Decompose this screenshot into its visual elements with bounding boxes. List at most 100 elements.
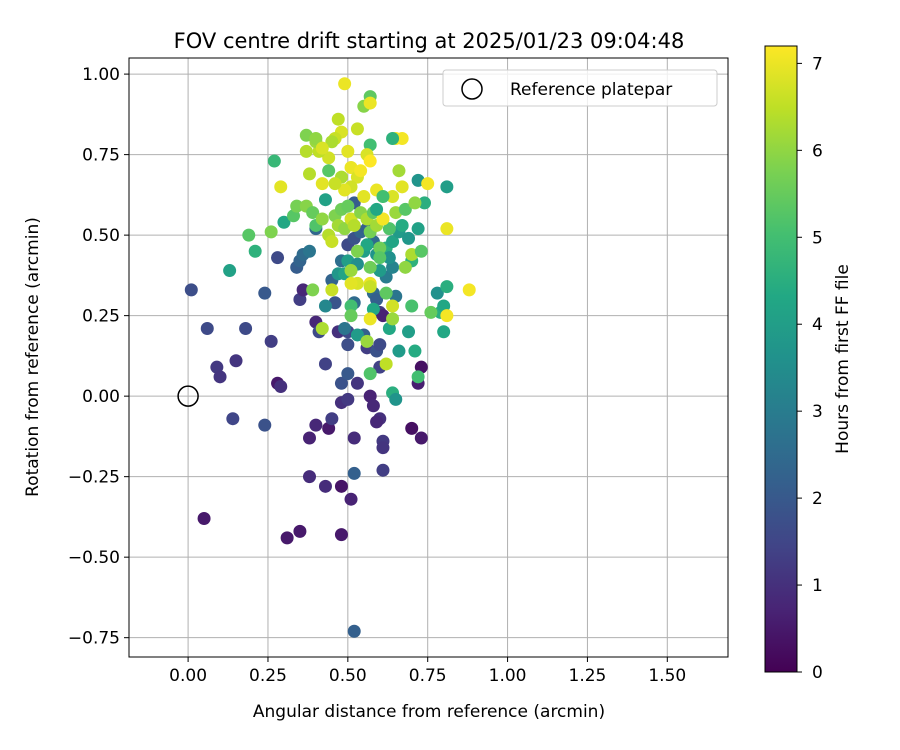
legend-marker	[461, 78, 483, 100]
data-point	[402, 325, 416, 339]
data-point	[395, 218, 409, 232]
data-point	[200, 322, 214, 336]
data-point	[331, 112, 345, 126]
plot-area-frame	[128, 57, 729, 658]
data-point	[405, 299, 419, 313]
data-point	[197, 512, 211, 526]
data-point	[325, 135, 339, 149]
data-point	[322, 164, 336, 178]
data-point	[309, 418, 323, 432]
data-point	[363, 154, 377, 168]
data-point	[318, 193, 332, 207]
data-point	[325, 283, 339, 297]
y-tick-label: −0.25	[68, 468, 120, 488]
data-point	[418, 196, 432, 210]
data-point	[334, 479, 348, 493]
data-point	[223, 264, 237, 278]
y-tick-label: −0.75	[68, 629, 120, 649]
data-point	[363, 96, 377, 110]
data-point	[366, 399, 380, 413]
data-point	[315, 141, 329, 155]
colorbar-tick-label: 4	[812, 315, 823, 335]
data-point	[373, 251, 387, 265]
data-point	[184, 283, 198, 297]
x-tick-label: 0.75	[409, 666, 447, 686]
data-point	[398, 260, 412, 274]
data-point	[341, 144, 355, 158]
data-point	[386, 235, 400, 249]
data-point	[350, 328, 364, 342]
data-point	[430, 286, 444, 300]
data-point	[213, 370, 227, 384]
data-point	[271, 251, 285, 265]
data-point	[376, 212, 390, 226]
x-axis-label: Angular distance from reference (arcmin)	[253, 702, 605, 722]
x-tick-label: 1.00	[489, 666, 527, 686]
data-point	[408, 196, 422, 210]
data-point	[389, 392, 403, 406]
data-point	[424, 305, 438, 319]
x-axis-ticks: 0.00 0.25 0.50 0.75 1.00 1.25 1.50	[169, 657, 686, 686]
data-point	[344, 492, 358, 506]
colorbar-tick-label: 6	[812, 141, 823, 161]
data-point	[309, 132, 323, 146]
data-point	[248, 244, 262, 258]
legend-box	[442, 69, 718, 107]
colorbar-gradient	[764, 45, 798, 673]
data-point	[462, 283, 476, 297]
data-point	[318, 479, 332, 493]
data-point	[360, 334, 374, 348]
data-point	[408, 344, 422, 358]
data-point	[338, 77, 352, 91]
data-point	[302, 244, 316, 258]
scatter-points	[184, 77, 476, 638]
data-point	[258, 286, 272, 300]
data-point	[344, 299, 358, 313]
data-point	[373, 241, 387, 255]
data-point	[325, 412, 339, 426]
colorbar-label: Hours from first FF file	[833, 264, 853, 454]
colorbar-tick-label: 0	[812, 663, 823, 683]
data-point	[341, 367, 355, 381]
x-tick-label: 0.25	[249, 666, 287, 686]
data-point	[344, 309, 358, 323]
data-point	[363, 312, 377, 326]
colorbar-tick-label: 7	[812, 54, 823, 74]
data-point	[264, 225, 278, 239]
data-point	[386, 132, 400, 146]
y-axis-label: Rotation from reference (arcmin)	[23, 217, 43, 497]
data-point	[242, 228, 256, 242]
data-point	[299, 144, 313, 158]
data-point	[338, 322, 352, 336]
y-tick-label: −0.50	[68, 548, 120, 568]
data-point	[363, 367, 377, 381]
data-point	[405, 421, 419, 435]
x-tick-label: 0.50	[329, 666, 367, 686]
data-point	[229, 354, 243, 368]
data-point	[318, 357, 332, 371]
data-point	[411, 222, 425, 236]
data-point	[350, 244, 364, 258]
data-point	[341, 392, 355, 406]
data-point	[395, 180, 409, 194]
data-point	[360, 238, 374, 252]
x-tick-label: 1.25	[569, 666, 607, 686]
data-point	[344, 276, 358, 290]
data-point	[382, 222, 396, 236]
data-point	[274, 379, 288, 393]
data-point	[411, 370, 425, 384]
data-point	[440, 222, 454, 236]
data-point	[280, 531, 294, 545]
data-point	[344, 264, 358, 278]
data-point	[290, 199, 304, 213]
x-tick-label: 0.00	[169, 666, 207, 686]
data-point	[376, 441, 390, 455]
data-point	[414, 244, 428, 258]
data-point	[306, 283, 320, 297]
data-point	[322, 151, 336, 165]
data-point	[379, 286, 393, 300]
colorbar-tick-label: 2	[812, 489, 823, 509]
y-tick-label: 0.50	[82, 226, 120, 246]
data-point	[350, 122, 364, 136]
